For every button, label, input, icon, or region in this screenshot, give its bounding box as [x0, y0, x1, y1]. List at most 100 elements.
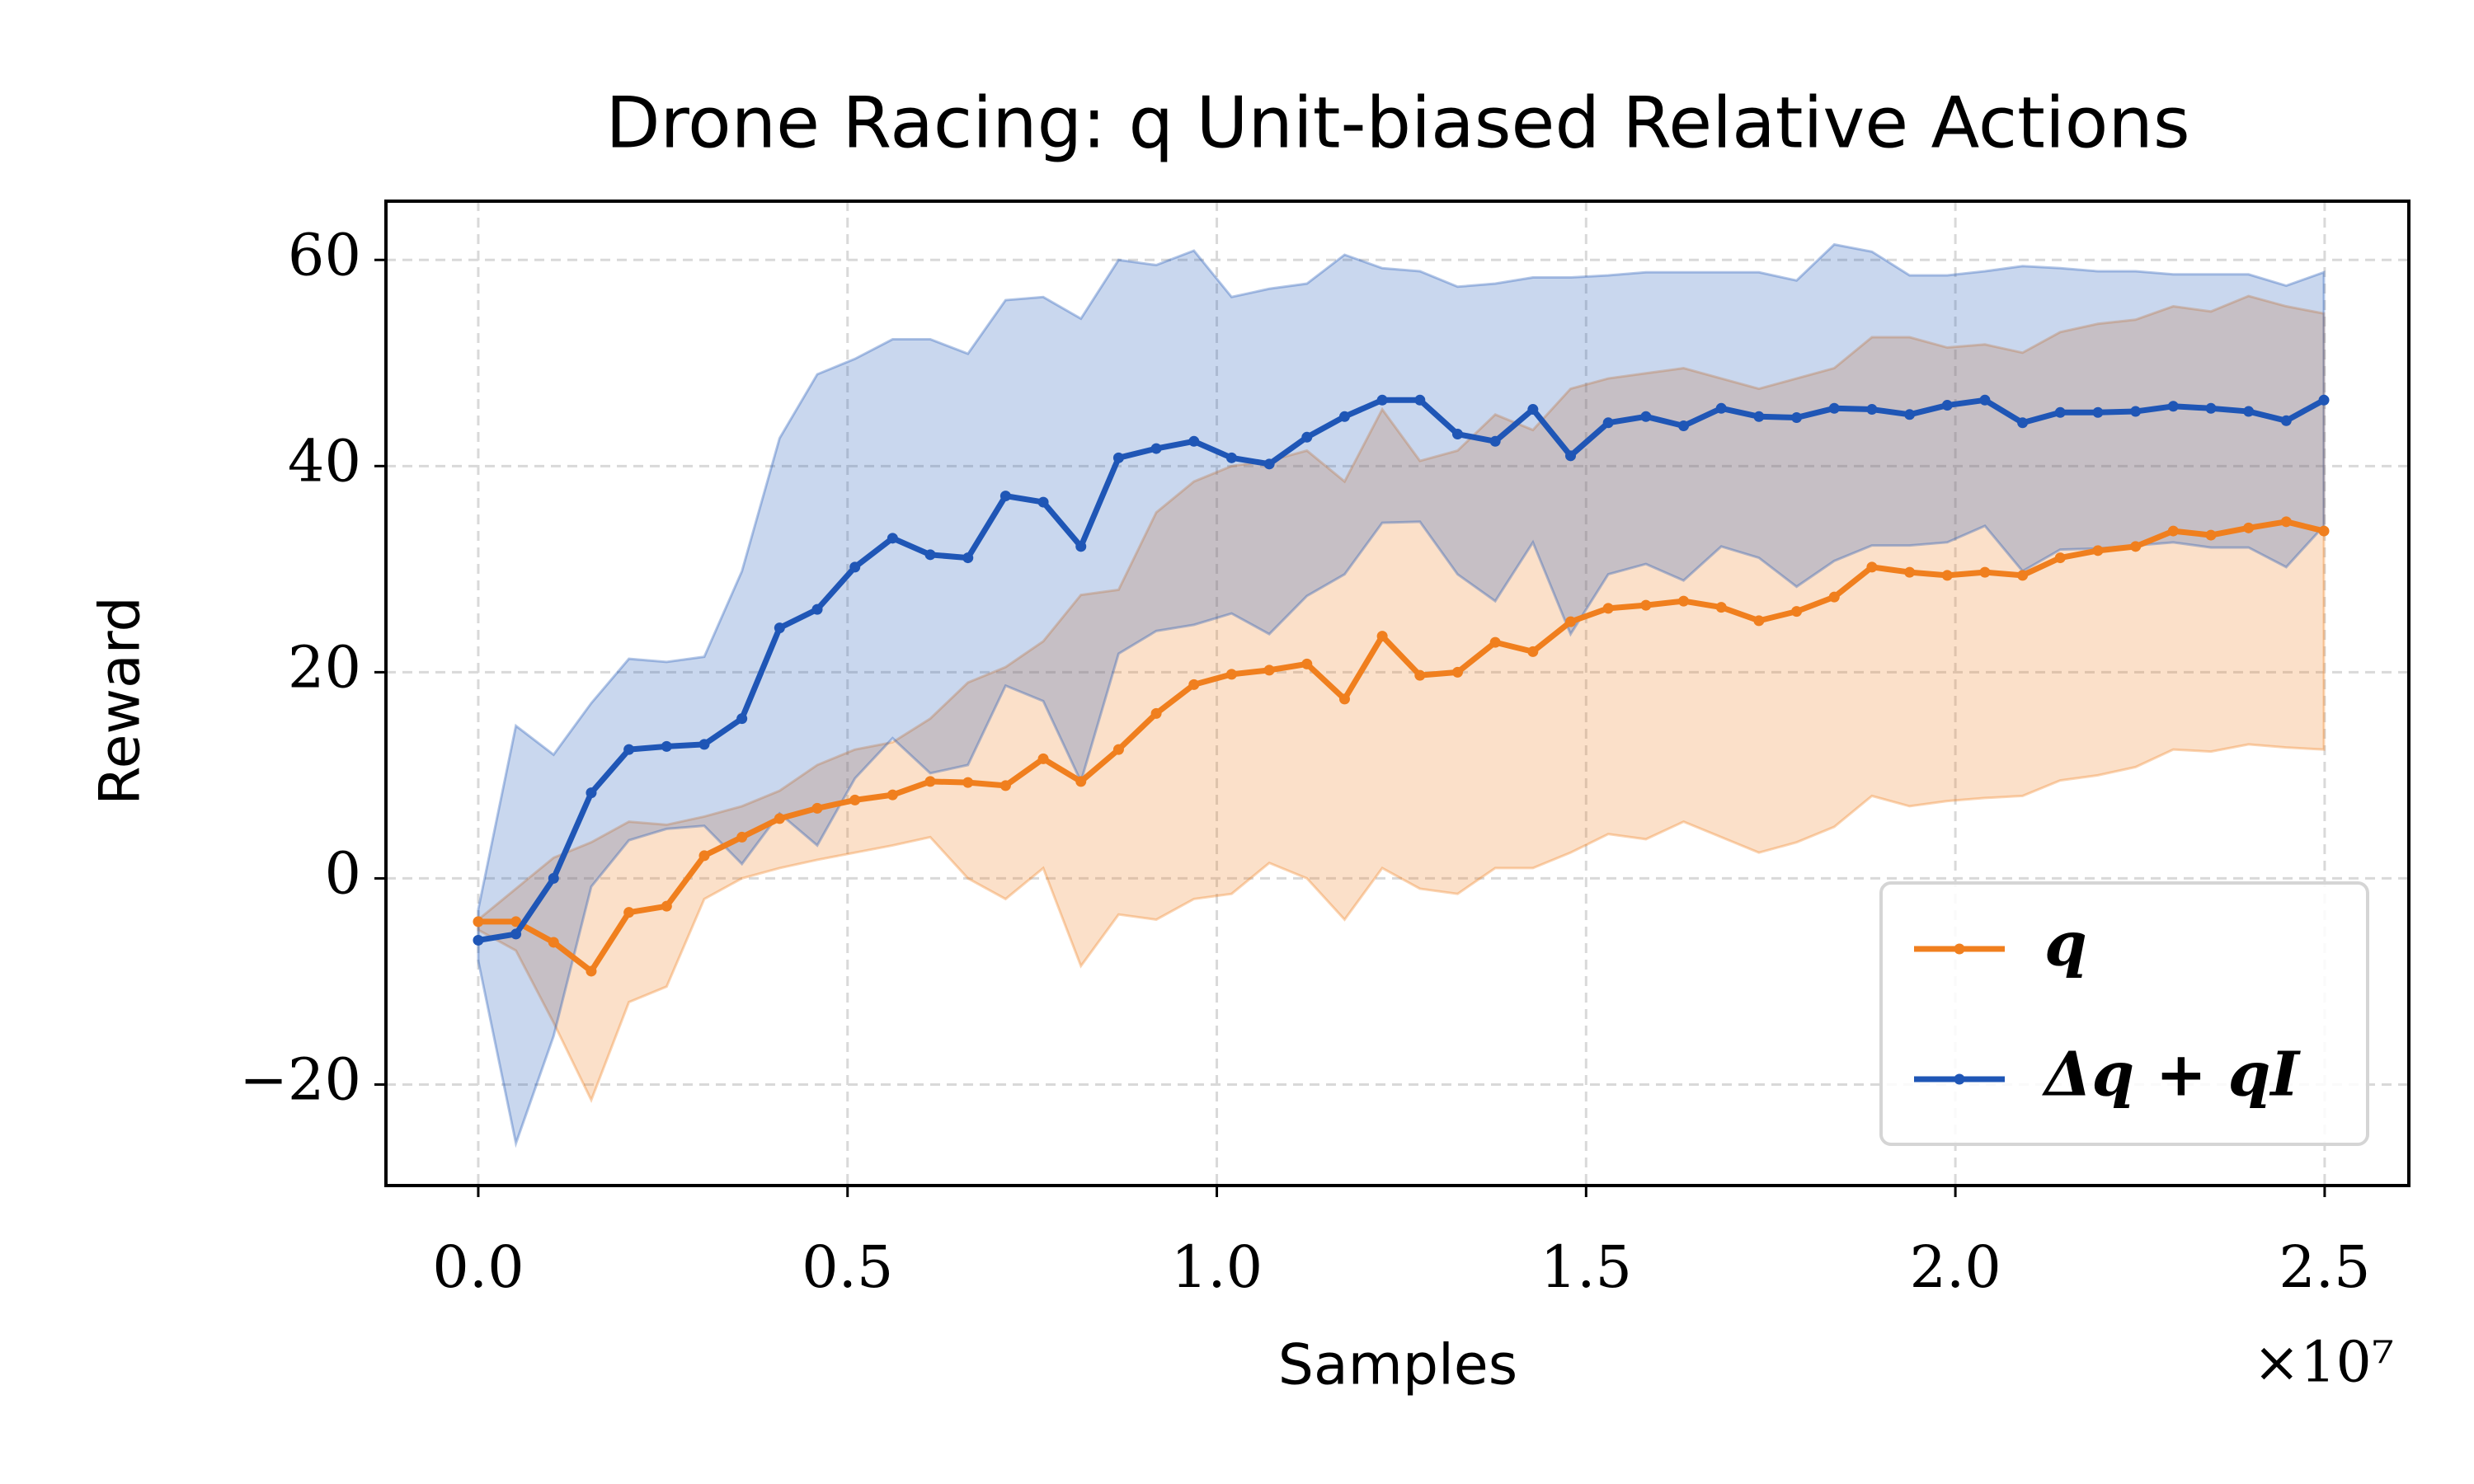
- data-point: [2130, 406, 2142, 417]
- data-point: [1338, 693, 1350, 705]
- data-point: [2205, 529, 2217, 541]
- data-point: [924, 549, 936, 561]
- data-point: [1979, 394, 1991, 406]
- data-point: [1979, 566, 1991, 578]
- data-point: [661, 740, 672, 752]
- data-point: [811, 802, 823, 814]
- data-point: [1414, 669, 1426, 681]
- x-tick-label: 1.5: [1540, 1233, 1632, 1301]
- data-point: [2092, 406, 2104, 418]
- data-point: [2243, 522, 2255, 533]
- data-point: [661, 900, 672, 912]
- data-point: [1376, 394, 1388, 406]
- data-point: [1527, 404, 1539, 416]
- data-point: [2205, 402, 2217, 414]
- data-point: [1941, 400, 1953, 411]
- data-point: [548, 937, 559, 948]
- data-point: [1753, 615, 1765, 627]
- data-point: [1263, 458, 1275, 470]
- data-point: [2280, 415, 2292, 426]
- data-point: [1188, 435, 1200, 447]
- data-point: [2054, 552, 2066, 564]
- data-point: [1602, 417, 1614, 429]
- data-point: [1527, 646, 1539, 657]
- confidence-band: [477, 294, 2326, 1103]
- data-point: [586, 787, 597, 799]
- data-point: [1828, 402, 1840, 414]
- y-tick-label: 60: [288, 221, 361, 289]
- series-line: [477, 397, 2326, 943]
- data-point: [1904, 566, 1916, 578]
- chart-title: Drone Racing: q Unit-biased Relative Act…: [605, 82, 2189, 164]
- series-line: [477, 519, 2325, 974]
- data-point: [1640, 599, 1652, 611]
- data-point: [1338, 411, 1350, 422]
- data-point: [736, 831, 748, 843]
- data-point: [1602, 603, 1614, 614]
- legend-marker: [1954, 943, 1965, 955]
- data-point: [962, 552, 974, 564]
- data-point: [1678, 420, 1690, 432]
- data-point: [1225, 669, 1237, 680]
- data-point: [473, 916, 484, 928]
- legend-label: Δq + qI: [2041, 1040, 2301, 1111]
- data-point: [1715, 602, 1727, 613]
- y-tick-label: −20: [239, 1045, 361, 1113]
- data-point: [2017, 417, 2029, 429]
- data-point: [736, 713, 748, 725]
- data-point: [586, 965, 597, 977]
- data-point: [473, 934, 484, 946]
- data-point: [1150, 707, 1162, 719]
- data-point: [1225, 452, 1237, 463]
- data-point: [1828, 591, 1840, 603]
- data-point: [1451, 429, 1463, 440]
- data-point: [1376, 631, 1388, 642]
- data-point: [2167, 525, 2179, 537]
- data-point: [1188, 679, 1200, 690]
- data-point: [1489, 435, 1501, 447]
- data-point: [887, 789, 898, 801]
- y-tick-label: 20: [288, 633, 361, 701]
- data-point: [887, 533, 898, 544]
- data-point: [510, 916, 522, 928]
- data-point: [1414, 394, 1426, 406]
- data-point: [1451, 666, 1463, 678]
- x-axis-label: Samples: [1278, 1333, 1517, 1398]
- x-tick-label: 0.5: [802, 1233, 893, 1301]
- plot-frame: [384, 200, 2411, 1187]
- data-point: [999, 491, 1011, 502]
- data-point: [1678, 595, 1690, 607]
- data-point: [1791, 412, 1803, 424]
- data-point: [2092, 545, 2104, 556]
- data-point: [1112, 452, 1124, 463]
- y-tick-label: 0: [324, 839, 361, 907]
- data-point: [1301, 658, 1313, 669]
- data-point: [2054, 406, 2066, 418]
- data-point: [1037, 753, 1049, 764]
- data-point: [1866, 561, 1878, 573]
- data-point: [1075, 776, 1087, 787]
- y-axis-label: Reward: [88, 596, 153, 805]
- data-point: [1640, 411, 1652, 422]
- x-tick-label: 0.0: [432, 1233, 524, 1301]
- data-point: [2318, 525, 2330, 537]
- data-point: [1565, 450, 1577, 462]
- data-point: [1941, 570, 1953, 581]
- x-tick-label: 2.0: [1909, 1233, 2001, 1301]
- x-tick-label: 1.0: [1171, 1233, 1263, 1301]
- data-point: [1753, 411, 1765, 422]
- data-point: [962, 777, 974, 788]
- data-point: [1866, 404, 1878, 416]
- data-point: [1075, 541, 1087, 552]
- data-point: [1904, 409, 1916, 420]
- data-point: [811, 603, 823, 615]
- data-point: [774, 622, 785, 634]
- x-offset-label: ×10⁷: [2253, 1331, 2394, 1396]
- data-point: [1263, 665, 1275, 676]
- data-point: [2318, 394, 2330, 406]
- data-point: [510, 928, 522, 940]
- data-point: [1489, 636, 1501, 648]
- data-point: [1112, 744, 1124, 755]
